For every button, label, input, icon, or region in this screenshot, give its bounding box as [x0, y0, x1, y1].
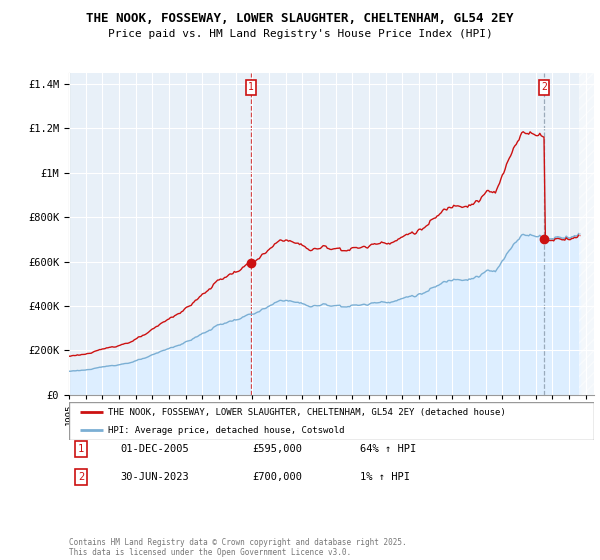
Text: £700,000: £700,000	[252, 472, 302, 482]
Text: £595,000: £595,000	[252, 444, 302, 454]
Text: 01-DEC-2005: 01-DEC-2005	[120, 444, 189, 454]
Text: 1% ↑ HPI: 1% ↑ HPI	[360, 472, 410, 482]
Text: Contains HM Land Registry data © Crown copyright and database right 2025.
This d: Contains HM Land Registry data © Crown c…	[69, 538, 407, 557]
Text: Price paid vs. HM Land Registry's House Price Index (HPI): Price paid vs. HM Land Registry's House …	[107, 29, 493, 39]
Text: THE NOOK, FOSSEWAY, LOWER SLAUGHTER, CHELTENHAM, GL54 2EY (detached house): THE NOOK, FOSSEWAY, LOWER SLAUGHTER, CHE…	[109, 408, 506, 417]
Text: HPI: Average price, detached house, Cotswold: HPI: Average price, detached house, Cots…	[109, 426, 345, 435]
Text: 30-JUN-2023: 30-JUN-2023	[120, 472, 189, 482]
Text: 1: 1	[78, 444, 84, 454]
Text: THE NOOK, FOSSEWAY, LOWER SLAUGHTER, CHELTENHAM, GL54 2EY: THE NOOK, FOSSEWAY, LOWER SLAUGHTER, CHE…	[86, 12, 514, 25]
Text: 1: 1	[248, 82, 254, 92]
Bar	[579, 73, 594, 395]
Text: 2: 2	[78, 472, 84, 482]
Text: 2: 2	[541, 82, 547, 92]
FancyBboxPatch shape	[69, 402, 594, 440]
Text: 64% ↑ HPI: 64% ↑ HPI	[360, 444, 416, 454]
